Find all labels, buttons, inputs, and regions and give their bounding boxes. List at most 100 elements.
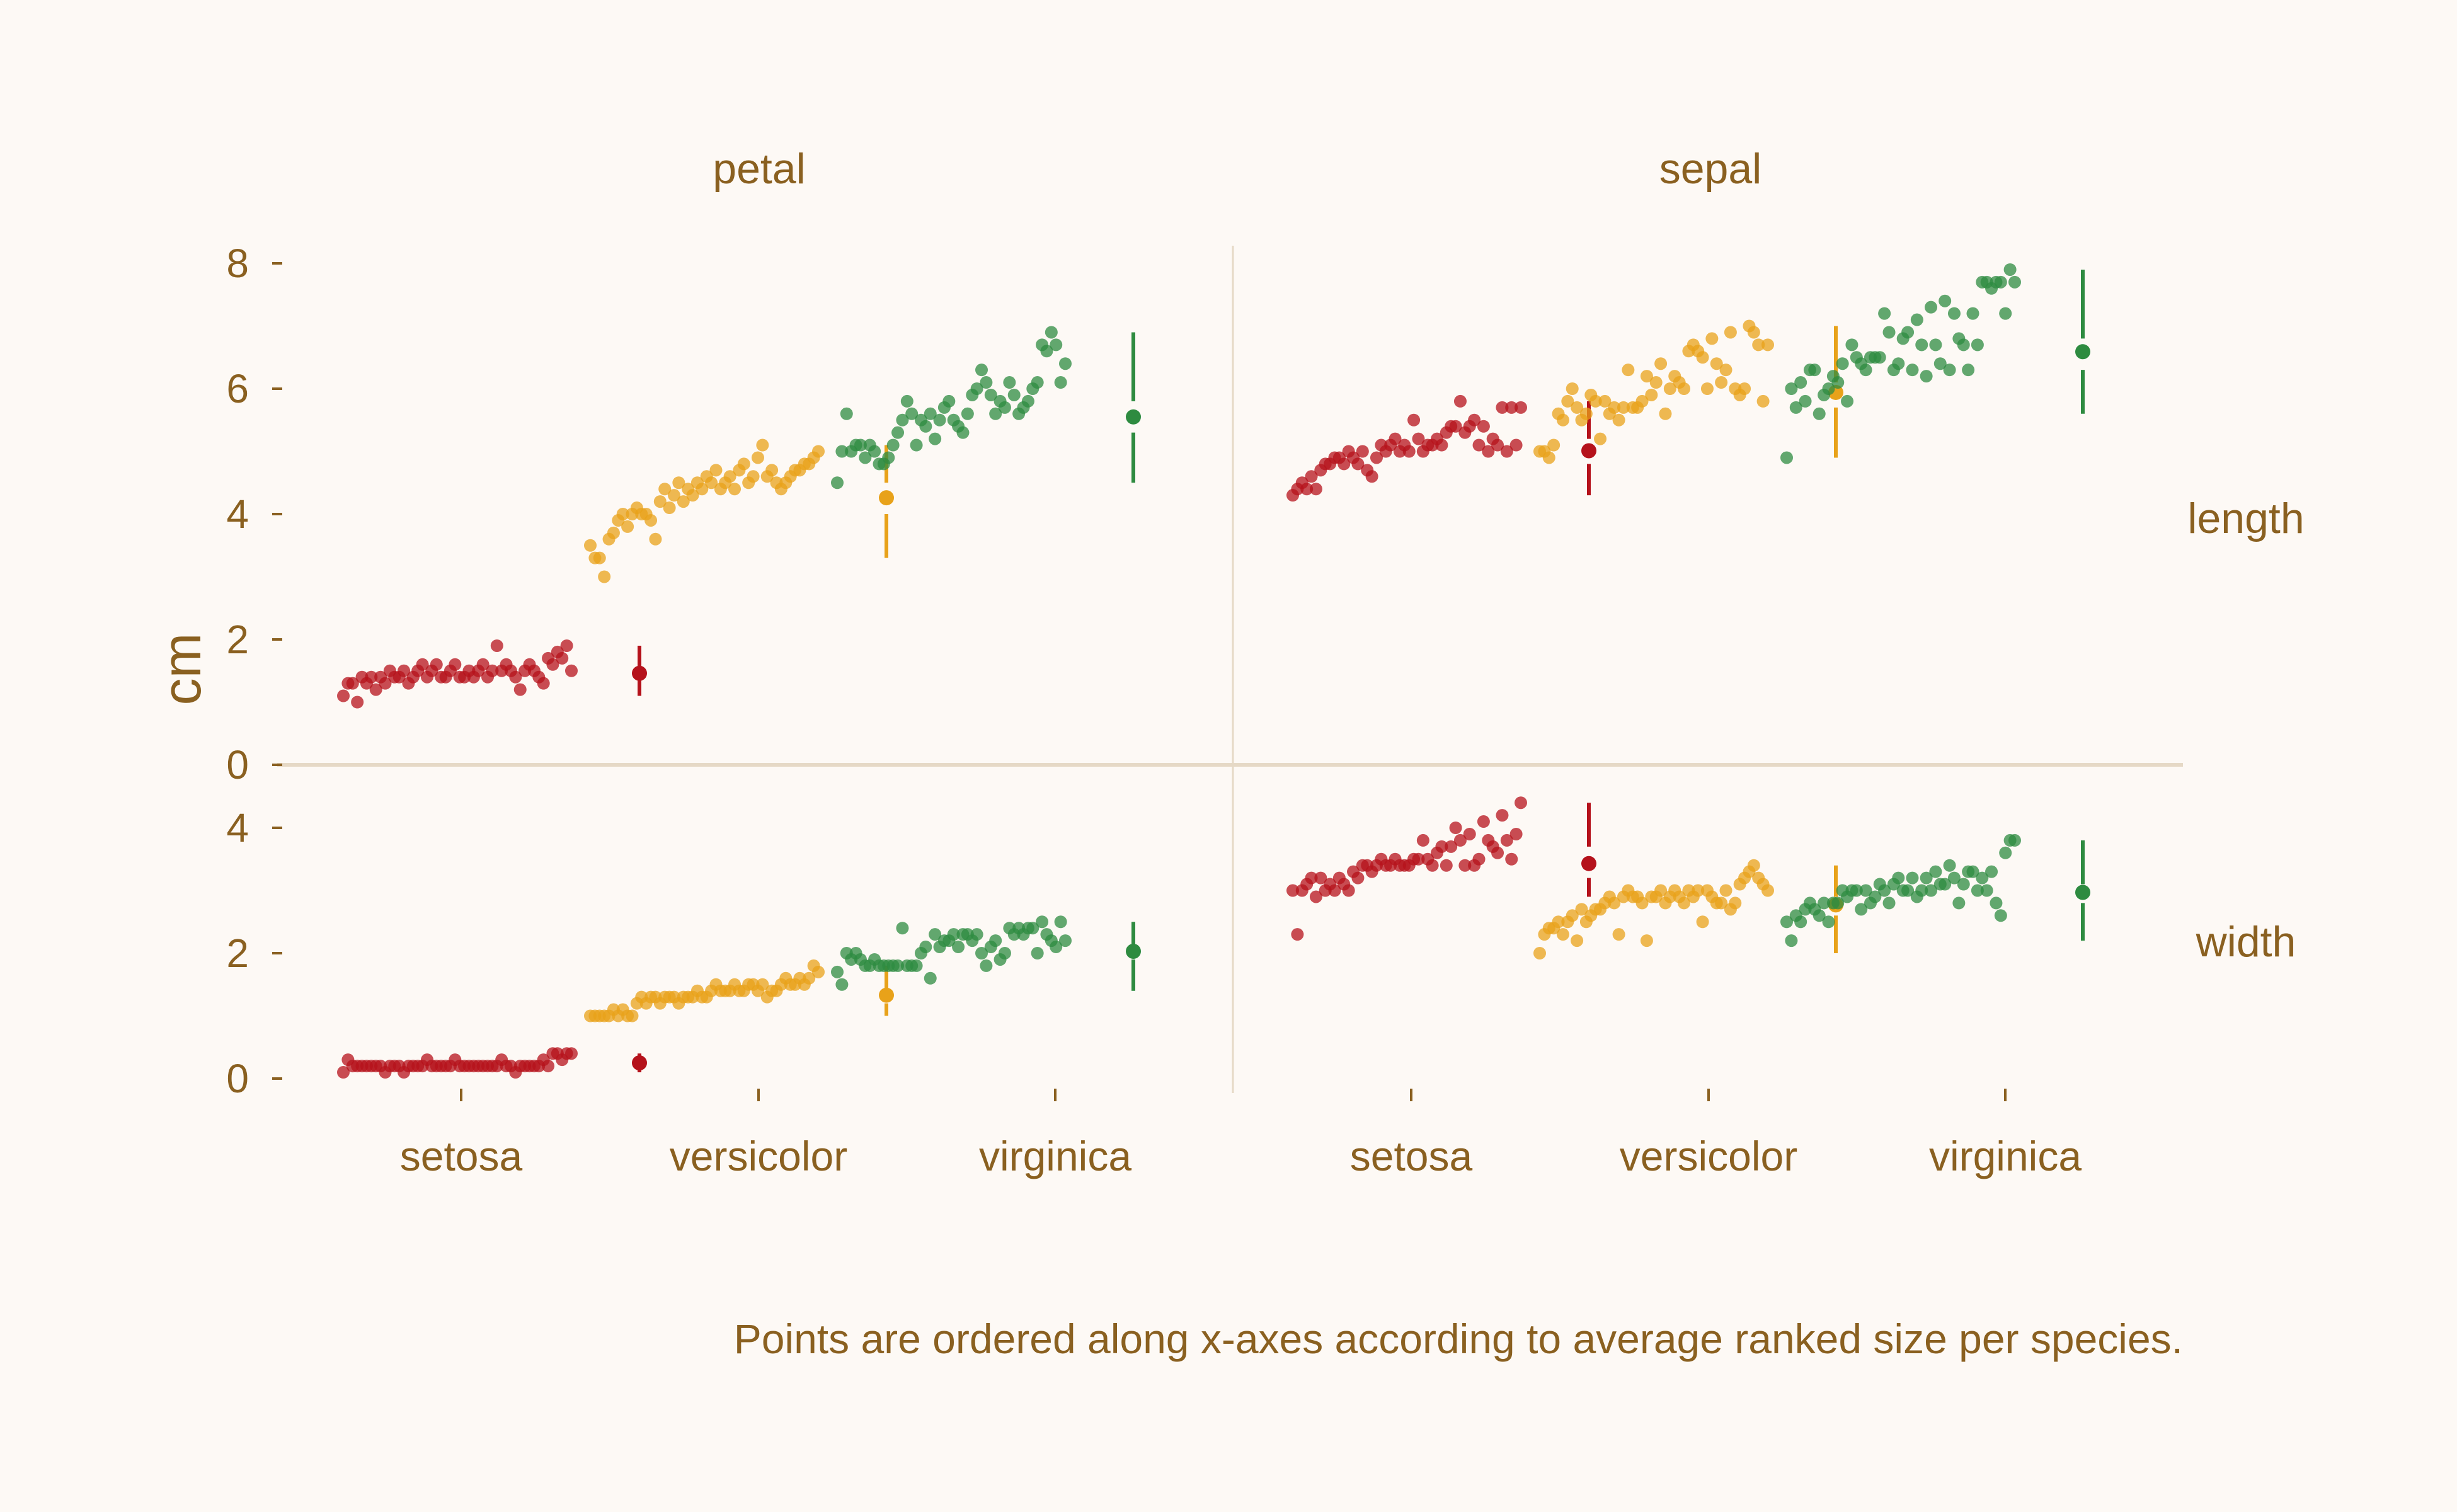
data-point	[598, 570, 611, 583]
x-tick-label: setosa	[1350, 1133, 1473, 1179]
data-point	[1328, 884, 1341, 897]
data-point	[1472, 852, 1486, 866]
data-point	[449, 658, 462, 671]
data-point	[1566, 382, 1579, 395]
x-tick-label: setosa	[400, 1133, 523, 1179]
data-point	[1435, 840, 1448, 853]
data-point	[1477, 815, 1490, 828]
data-point	[1663, 382, 1676, 395]
data-point	[1789, 401, 1802, 414]
mean-point	[1126, 409, 1141, 425]
data-point	[868, 445, 881, 458]
data-point	[1700, 382, 1714, 395]
data-point	[933, 413, 946, 427]
data-point	[910, 959, 923, 972]
data-point	[1836, 357, 1849, 370]
data-point	[1719, 884, 1732, 897]
data-point	[1910, 313, 1923, 326]
data-point	[1831, 376, 1845, 389]
data-point	[859, 451, 872, 464]
mean-point	[879, 490, 894, 506]
data-point	[1752, 338, 1765, 352]
data-point	[616, 508, 629, 520]
facet-label-petal: petal	[713, 145, 805, 193]
data-point	[1031, 947, 1044, 959]
facet-label-sepal: sepal	[1659, 145, 1762, 193]
y-tick-label: 4	[226, 491, 249, 537]
y-tick-label: 4	[226, 805, 249, 850]
data-point	[1305, 871, 1318, 885]
data-point	[1799, 394, 1812, 408]
data-point	[1971, 338, 1984, 352]
data-point	[1402, 445, 1416, 458]
data-point	[929, 928, 942, 941]
data-point	[1453, 833, 1467, 847]
data-point	[1692, 884, 1705, 897]
data-point	[1892, 357, 1905, 370]
data-point	[1515, 796, 1527, 810]
data-point	[351, 696, 364, 709]
data-point	[2008, 833, 2021, 847]
data-point	[1878, 884, 1891, 897]
data-point	[1449, 822, 1462, 834]
data-point	[1054, 915, 1067, 929]
data-point	[1286, 884, 1299, 897]
data-point	[1943, 364, 1956, 377]
data-point	[1566, 909, 1579, 922]
data-point	[952, 941, 965, 954]
data-point	[1719, 364, 1732, 377]
mean-point	[879, 987, 894, 1003]
data-point	[1496, 809, 1509, 822]
data-point	[1878, 307, 1891, 320]
data-point	[905, 407, 919, 420]
data-point	[1635, 394, 1649, 408]
data-point	[653, 495, 667, 508]
data-point	[1491, 438, 1504, 452]
x-tick-label: versicolor	[1620, 1133, 1797, 1179]
data-point	[1822, 915, 1835, 929]
mean-point	[1126, 944, 1141, 959]
data-point	[1449, 420, 1462, 433]
data-point	[1654, 884, 1668, 897]
data-point	[1533, 947, 1546, 959]
data-point	[896, 922, 909, 935]
facet-label-length: length	[2187, 495, 2304, 542]
data-point	[1999, 846, 2012, 859]
data-point	[1929, 338, 1942, 352]
data-point	[546, 658, 559, 671]
data-point	[1505, 401, 1518, 414]
data-point	[1598, 394, 1612, 408]
data-point	[998, 401, 1011, 414]
data-point	[1045, 326, 1058, 339]
data-point	[1435, 438, 1448, 452]
data-point	[924, 971, 937, 985]
data-point	[942, 394, 956, 408]
data-point	[1957, 338, 1970, 352]
data-point	[831, 476, 844, 490]
data-point	[1715, 896, 1728, 910]
data-point	[1906, 871, 1919, 885]
data-point	[1994, 275, 2007, 289]
data-point	[803, 971, 816, 985]
data-point	[1635, 896, 1649, 910]
data-point	[1947, 871, 1961, 885]
data-point	[1855, 903, 1868, 916]
data-point	[1579, 407, 1593, 420]
data-point	[723, 470, 736, 483]
data-point	[686, 489, 699, 502]
data-point	[560, 639, 573, 652]
data-point	[1050, 338, 1063, 352]
data-point	[1808, 364, 1821, 377]
data-point	[1724, 326, 1737, 339]
data-point	[1962, 364, 1975, 377]
data-point	[1309, 890, 1322, 903]
data-point	[337, 1066, 350, 1079]
data-point	[947, 928, 960, 941]
data-point	[1026, 922, 1040, 935]
data-point	[1337, 457, 1351, 471]
data-point	[1389, 432, 1402, 445]
data-point	[1747, 859, 1760, 872]
data-point	[891, 426, 905, 439]
data-point	[1472, 438, 1486, 452]
data-point	[1929, 865, 1942, 878]
